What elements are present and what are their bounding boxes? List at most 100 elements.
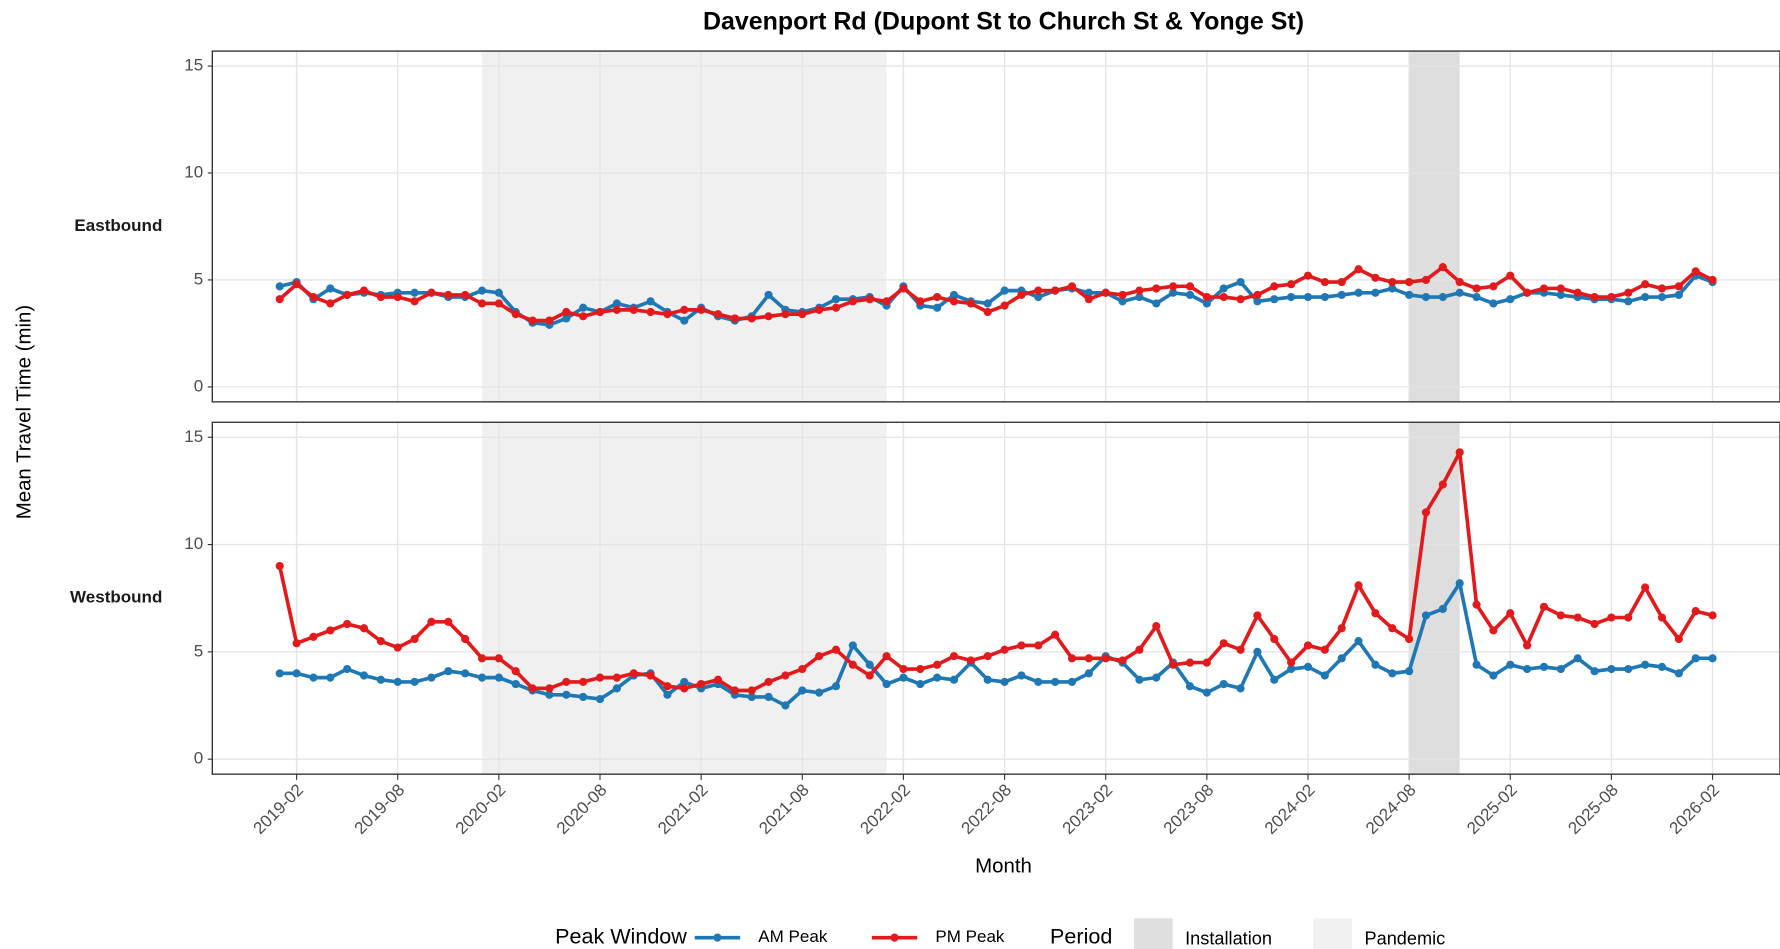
data-point [1017,671,1026,680]
data-point [1624,297,1633,306]
data-point [1253,297,1262,306]
data-point [1573,654,1582,663]
data-point [781,310,790,319]
data-point [393,677,402,687]
data-point [477,299,487,308]
data-point [1000,286,1009,295]
data-point [848,660,857,669]
data-point [1438,292,1447,302]
data-point [275,282,284,291]
period-band [482,51,887,402]
data-point [1270,675,1279,684]
data-point [1641,280,1650,289]
data-point [1185,290,1195,299]
data-point [697,305,706,314]
data-point [579,312,588,321]
data-point [444,617,453,626]
data-point [680,316,689,325]
data-point [916,297,925,306]
data-point [1674,290,1683,299]
data-point [764,692,773,702]
data-point [1320,671,1329,680]
data-point [494,673,503,682]
data-point [612,299,621,308]
data-point [393,292,402,302]
data-point [1556,284,1565,293]
data-point [1556,290,1565,299]
data-point [663,310,672,319]
data-point [1388,284,1397,293]
data-point [1388,624,1397,633]
data-point [1506,660,1515,669]
data-point [815,688,824,697]
series-group [275,263,1717,329]
data-point [747,686,756,695]
data-point [1067,654,1077,663]
x-tick-label: 2019-08 [351,780,409,838]
data-point [1708,611,1717,620]
data-point [1455,448,1464,457]
data-point [612,305,621,314]
data-point [680,684,689,693]
data-point [595,307,605,317]
y-tick-label: 5 [194,641,203,660]
data-point [1641,660,1650,669]
y-tick-label: 10 [184,534,203,553]
data-point [1101,288,1110,297]
data-point [292,639,301,648]
data-point [1303,641,1313,650]
data-point [697,679,706,689]
data-point [831,303,841,312]
data-point [1017,290,1026,299]
data-point [1607,664,1616,674]
x-tick-label: 2024-08 [1362,780,1420,838]
data-point [1472,292,1481,302]
data-point [899,664,908,674]
data-point [848,297,857,306]
data-point [629,669,638,678]
data-point [1405,277,1414,287]
data-point [1489,282,1498,291]
data-point [1506,609,1515,618]
data-point [1539,602,1549,611]
data-point [511,679,520,689]
data-point [1371,273,1380,282]
data-point [1000,301,1009,310]
data-point [528,684,537,693]
data-point [562,690,571,699]
y-tick-label: 0 [194,749,203,768]
data-point [444,290,453,299]
data-point [1219,284,1228,293]
y-tick-label: 5 [194,269,203,288]
data-point [562,307,571,317]
data-point [865,295,874,304]
data-point [1371,660,1380,669]
data-point [629,305,638,314]
data-point [595,694,605,704]
data-point [966,656,975,665]
data-point [1337,277,1346,287]
legend-label: Installation [1185,929,1272,949]
legend-swatch [1134,918,1173,949]
data-point [798,310,807,319]
data-point [410,288,419,297]
legend-label: PM Peak [935,927,1005,946]
facet-label: Eastbound [74,216,162,235]
legend-swatch [890,933,899,942]
data-point [1152,673,1161,682]
data-point [359,286,369,295]
data-point [1169,288,1178,297]
data-point [1034,677,1043,687]
data-point [1185,658,1195,667]
x-tick-label: 2020-02 [452,780,510,838]
data-point [1421,275,1431,285]
data-point [612,673,621,682]
data-point [933,292,942,302]
data-point [680,305,689,314]
data-point [1657,613,1667,622]
data-point [1354,581,1363,590]
data-point [865,671,874,680]
data-point [1455,579,1464,588]
data-point [1236,277,1245,287]
